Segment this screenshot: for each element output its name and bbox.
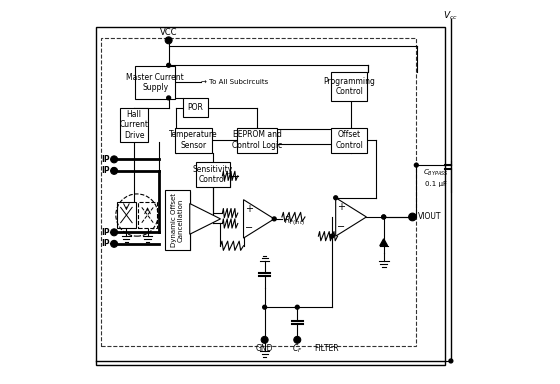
- Text: → To All Subcircuits: → To All Subcircuits: [201, 79, 269, 85]
- Bar: [117, 202, 136, 228]
- Text: +: +: [338, 202, 346, 212]
- Text: IP-: IP-: [101, 228, 113, 237]
- Text: Sensitivity
Control: Sensitivity Control: [193, 165, 233, 184]
- Circle shape: [272, 217, 276, 221]
- Circle shape: [449, 359, 453, 363]
- Text: 0.1 μF: 0.1 μF: [424, 181, 446, 187]
- Circle shape: [111, 167, 118, 174]
- Text: $C_{BYPASS}$: $C_{BYPASS}$: [423, 168, 449, 178]
- Text: −: −: [245, 223, 253, 233]
- Circle shape: [334, 196, 338, 200]
- Circle shape: [111, 156, 118, 163]
- Circle shape: [295, 305, 299, 309]
- Bar: [96, 27, 445, 365]
- Bar: [195, 162, 230, 187]
- Polygon shape: [335, 198, 366, 236]
- Circle shape: [330, 234, 334, 238]
- Text: VCC: VCC: [160, 28, 178, 37]
- Text: EEPROM and
Control Logic: EEPROM and Control Logic: [232, 131, 282, 150]
- Text: Programming
Control: Programming Control: [323, 77, 375, 96]
- Bar: [331, 72, 367, 101]
- Bar: [138, 202, 157, 228]
- Circle shape: [409, 213, 416, 221]
- Bar: [101, 38, 416, 346]
- Polygon shape: [244, 200, 274, 238]
- Circle shape: [111, 229, 118, 236]
- Text: FILTER: FILTER: [314, 344, 338, 353]
- Text: Offset
Control: Offset Control: [335, 131, 363, 150]
- Circle shape: [167, 96, 171, 100]
- Text: Temperature
Sensor: Temperature Sensor: [169, 131, 218, 150]
- Text: Master Current
Supply: Master Current Supply: [127, 73, 184, 92]
- Circle shape: [263, 305, 267, 309]
- Text: Hall
Current
Drive: Hall Current Drive: [120, 110, 148, 140]
- Circle shape: [261, 336, 268, 343]
- Bar: [183, 98, 208, 117]
- Bar: [175, 127, 212, 152]
- Circle shape: [414, 163, 418, 167]
- Text: IP-: IP-: [101, 239, 113, 248]
- Polygon shape: [190, 204, 221, 234]
- Text: GND: GND: [256, 344, 273, 353]
- Circle shape: [111, 240, 118, 247]
- Text: −: −: [337, 222, 346, 232]
- Circle shape: [294, 336, 301, 343]
- Circle shape: [167, 63, 171, 67]
- Bar: [331, 127, 367, 152]
- Bar: [135, 66, 175, 99]
- Text: $V_{cc}$: $V_{cc}$: [444, 9, 459, 22]
- Text: $R_{F(int)}$: $R_{F(int)}$: [284, 214, 305, 228]
- Text: VIOUT: VIOUT: [418, 212, 442, 222]
- Text: +: +: [245, 204, 253, 214]
- Circle shape: [382, 215, 386, 219]
- Polygon shape: [380, 239, 388, 246]
- Circle shape: [382, 215, 386, 219]
- Text: IP+: IP+: [101, 155, 116, 164]
- Circle shape: [165, 37, 172, 44]
- Text: POR: POR: [188, 103, 203, 112]
- Bar: [165, 190, 190, 250]
- Text: IP+: IP+: [101, 166, 116, 175]
- Text: $C_F$: $C_F$: [292, 343, 302, 355]
- Text: Dynamic Offset
Cancellation: Dynamic Offset Cancellation: [171, 193, 184, 247]
- Bar: [237, 127, 277, 152]
- Bar: [120, 108, 148, 142]
